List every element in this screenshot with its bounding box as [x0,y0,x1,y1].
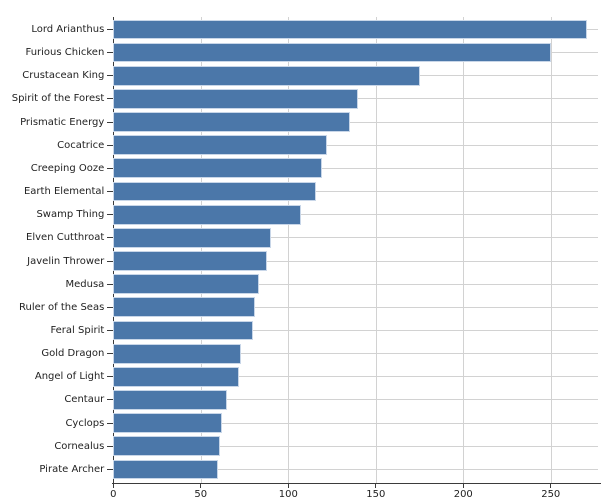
y-tick-mark [107,283,114,285]
y-tick-label: Cyclops [65,417,105,429]
gridline-y [113,144,598,146]
bar [113,227,271,248]
bar [113,343,242,364]
y-tick-mark [107,260,114,262]
y-tick-label: Swamp Thing [36,209,105,221]
y-tick-label: Feral Spirit [50,324,105,336]
y-tick-mark [107,422,114,424]
y-tick-label: Crustacean King [22,70,105,82]
y-tick-label: Prismatic Energy [20,116,105,128]
y-tick-label: Spirit of the Forest [11,93,105,105]
bar [113,135,327,156]
y-tick-label: Gold Dragon [41,348,105,360]
gridline-y [113,214,598,216]
bar [113,274,259,295]
bar [113,251,268,271]
y-tick-label: Javelin Thrower [27,255,105,267]
gridline-x-50 [200,16,202,483]
y-tick-mark [107,468,114,470]
bar [113,112,350,132]
bar [113,42,551,63]
x-tick-label: 250 [541,489,561,500]
bar [113,204,301,225]
bar [113,19,588,40]
gridline-y [113,445,598,447]
y-tick-label: Cornealus [54,440,105,452]
x-tick-mark [462,484,464,488]
left-spine [112,16,114,483]
bar [113,459,219,480]
y-tick-label: Earth Elemental [23,186,105,198]
bar [113,158,322,179]
y-tick-label: Centaur [64,394,105,406]
x-tick-label: 0 [110,489,117,500]
x-tick-label: 50 [194,489,208,500]
y-tick-mark [107,75,114,77]
y-tick-label: Creeping Ooze [30,162,105,174]
bar [113,413,222,434]
gridline-y [113,237,598,239]
y-tick-mark [107,214,114,216]
y-tick-label: Cocatrice [57,139,105,151]
gridline-y [113,121,598,123]
gridline-y [113,191,598,193]
gridline-y [113,376,598,378]
y-tick-mark [107,329,114,331]
bar [113,88,359,109]
y-tick-mark [107,144,114,146]
bar [113,390,228,410]
bar [113,65,420,86]
gridline-x-100 [288,16,290,483]
y-tick-mark [107,98,114,100]
gridline-x-200 [463,16,465,483]
y-tick-mark [107,445,114,447]
y-tick-label: Furious Chicken [25,47,105,59]
y-tick-mark [107,237,114,239]
y-tick-label: Elven Cutthroat [26,232,105,244]
gridline-y [113,422,598,424]
gridline-y [113,468,598,470]
y-tick-mark [107,399,114,401]
x-tick-label: 100 [278,489,298,500]
y-tick-mark [107,167,114,169]
y-tick-mark [107,353,114,355]
y-tick-mark [107,376,114,378]
gridline-x-150 [375,16,377,483]
y-tick-mark [107,121,114,123]
x-tick-mark [550,484,552,488]
x-axis-line [112,483,601,485]
y-tick-mark [107,191,114,193]
bar [113,297,256,318]
gridline-y [113,260,598,262]
gridline-y [113,167,598,169]
x-tick-mark [287,484,289,488]
gridline-y [113,399,598,401]
x-tick-mark [375,484,377,488]
x-tick-mark [112,484,114,488]
y-tick-label: Pirate Archer [39,463,105,475]
bar [113,181,317,202]
bar [113,436,221,457]
y-tick-label: Medusa [65,278,105,290]
bar [113,366,240,387]
y-tick-label: Lord Arianthus [31,23,105,35]
gridline-y [113,306,598,308]
x-tick-label: 150 [366,489,386,500]
y-tick-label: Angel of Light [34,371,105,383]
gridline-x-250 [550,16,552,483]
y-tick-mark [107,306,114,308]
bar [113,320,254,341]
x-tick-label: 200 [453,489,473,500]
y-tick-mark [107,28,114,30]
gridline-y [113,353,598,355]
gridline-y [113,283,598,285]
gridline-y [113,329,598,331]
y-tick-mark [107,52,114,54]
y-tick-label: Ruler of the Seas [18,301,105,313]
x-tick-mark [200,484,202,488]
